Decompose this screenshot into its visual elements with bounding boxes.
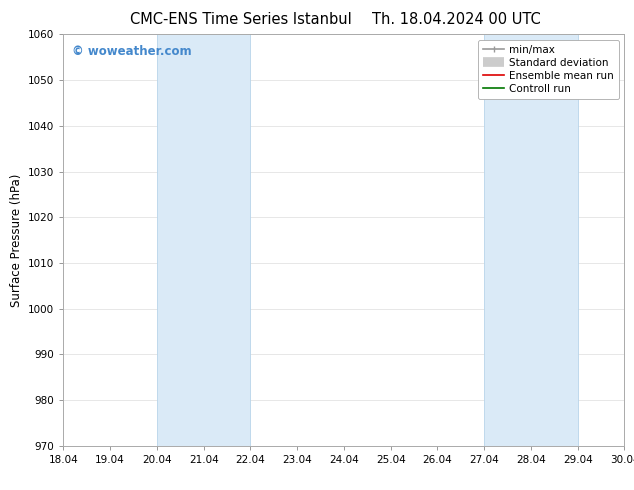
Bar <box>157 34 250 446</box>
Text: CMC-ENS Time Series Istanbul: CMC-ENS Time Series Istanbul <box>130 12 352 27</box>
Text: © woweather.com: © woweather.com <box>72 45 191 58</box>
Text: Th. 18.04.2024 00 UTC: Th. 18.04.2024 00 UTC <box>372 12 541 27</box>
Y-axis label: Surface Pressure (hPa): Surface Pressure (hPa) <box>10 173 23 307</box>
Bar <box>484 34 578 446</box>
Legend: min/max, Standard deviation, Ensemble mean run, Controll run: min/max, Standard deviation, Ensemble me… <box>478 40 619 99</box>
